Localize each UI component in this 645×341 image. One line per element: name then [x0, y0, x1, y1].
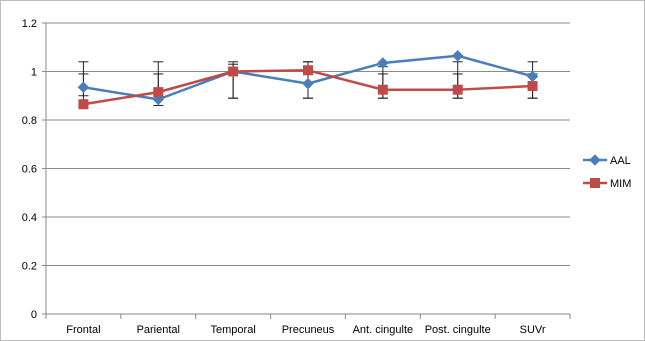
data-point-mim [303, 65, 313, 76]
y-tick-label: 0 [31, 309, 37, 321]
data-point-mim [377, 84, 388, 95]
data-point-mim [527, 81, 538, 92]
x-tick-label: Precuneus [282, 324, 335, 336]
data-point-aal [77, 81, 90, 93]
x-tick-label: Temporal [211, 324, 256, 336]
data-point-aal [452, 50, 464, 62]
x-tick-label: SUVr [520, 324, 546, 336]
data-point-mim [78, 99, 89, 110]
data-point-aal [526, 70, 539, 83]
x-tick-label: Ant. cingulte [353, 324, 414, 336]
y-tick-label: 1.2 [22, 18, 37, 30]
data-point-aal [302, 77, 314, 90]
data-point-aal [377, 57, 389, 69]
y-tick-label: 0.2 [22, 261, 37, 273]
legend-label-mim: MIM [610, 178, 631, 190]
gridlines [46, 22, 570, 266]
y-tick-label: 0.8 [22, 115, 37, 127]
data-point-mim [153, 87, 164, 98]
legend-label-aal: AAL [610, 155, 631, 167]
axes: 0 0.2 0.4 0.6 0.8 1 1.2 Frontal Pariental Tempora… [22, 18, 571, 336]
data-point-mim [452, 84, 463, 95]
x-tick-label: Frontal [66, 324, 100, 336]
x-tick-label: Pariental [137, 324, 180, 336]
y-tick-label: 0.6 [22, 164, 37, 176]
legend-marker-aal [589, 154, 601, 166]
y-tick-label: 1 [31, 67, 37, 79]
data-point-mim [228, 66, 239, 77]
y-tick-label: 0.4 [22, 212, 37, 224]
legend: AAL MIM [583, 154, 631, 190]
legend-marker-mim [590, 178, 600, 188]
series-lines [77, 50, 539, 110]
x-tick-label: Post. cingulte [425, 324, 491, 336]
